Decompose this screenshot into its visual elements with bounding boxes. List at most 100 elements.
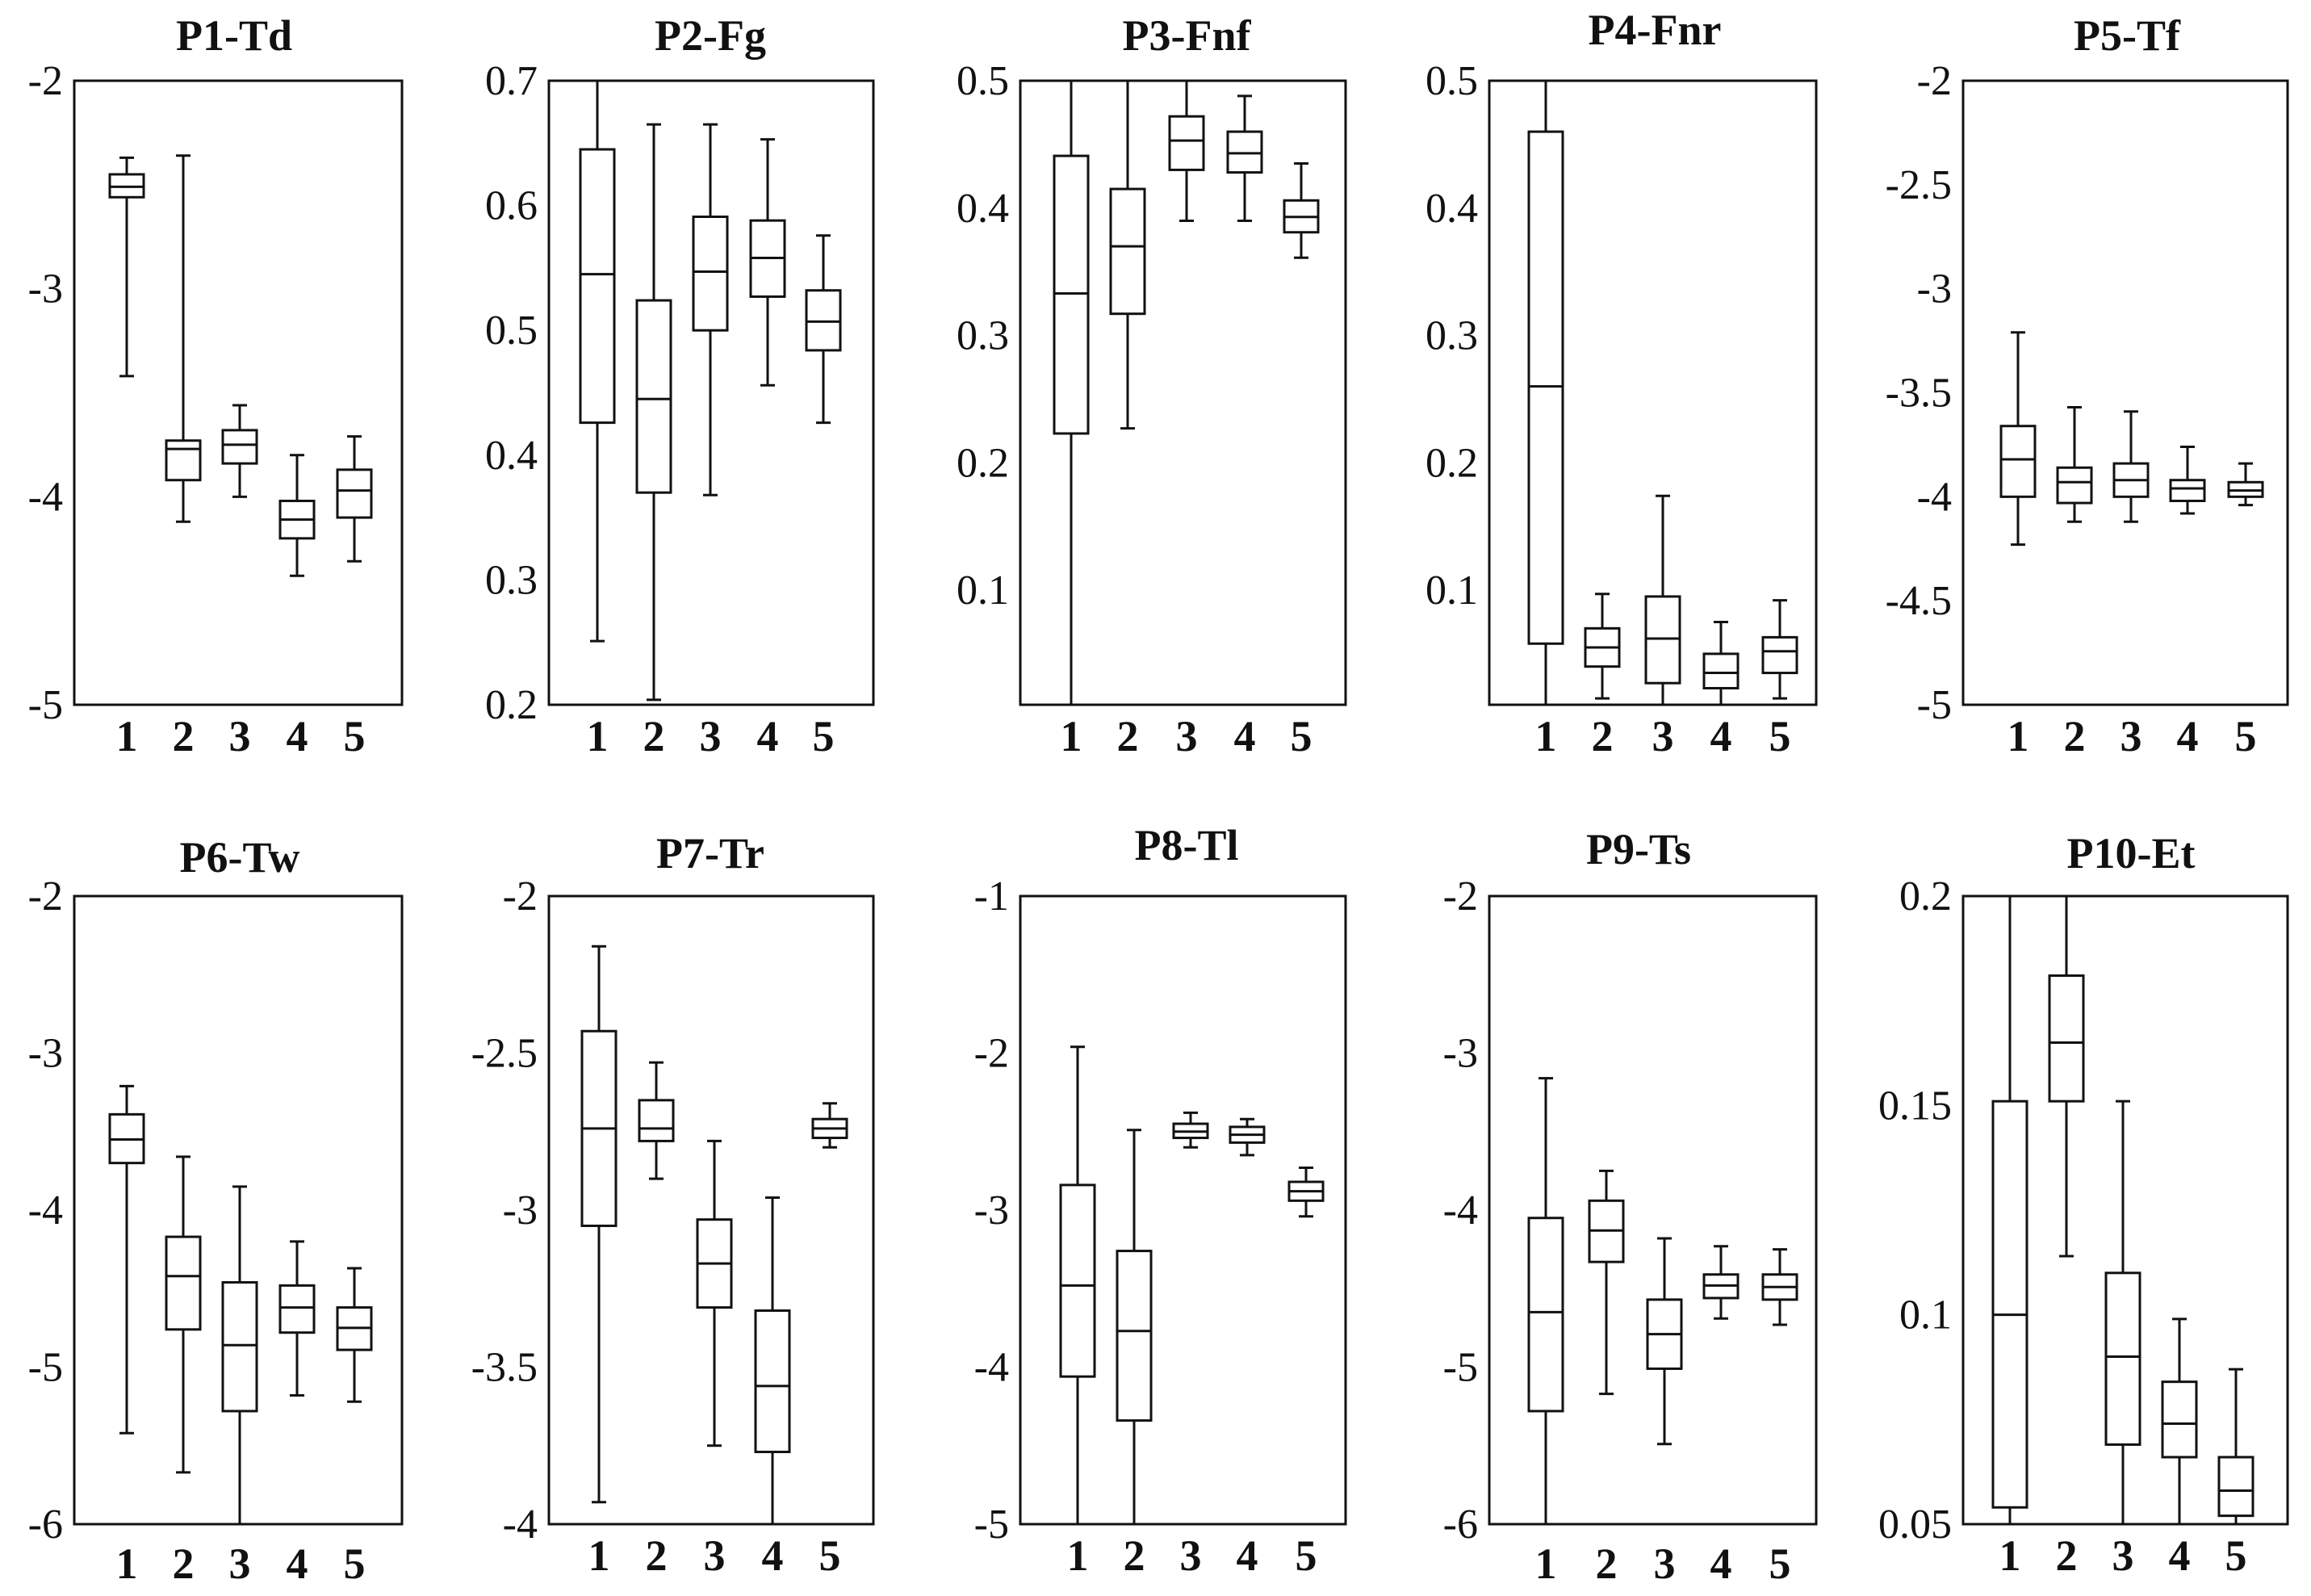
x-tick-label: 1	[588, 1531, 610, 1580]
iqr-box	[1527, 130, 1564, 645]
y-tick-label: 0.15	[1878, 1083, 1952, 1129]
x-tick-label: 3	[1654, 1539, 1676, 1588]
panel-title: P7-Tr	[656, 829, 764, 878]
iqr-box	[1527, 1217, 1564, 1413]
panel-title: P4-Fnr	[1589, 6, 1722, 54]
y-tick-label: 0.3	[1426, 313, 1478, 359]
y-tick-label: -3	[1917, 266, 1952, 312]
y-tick-label: 0.6	[485, 183, 538, 229]
x-tick-label: 3	[2121, 712, 2142, 760]
y-tick-label: -6	[28, 1502, 63, 1548]
panel-title: P8-Tl	[1135, 821, 1239, 869]
x-tick-label: 5	[344, 1539, 366, 1588]
y-tick-label: -4	[28, 1188, 63, 1234]
y-tick-label: -5	[1917, 682, 1952, 728]
y-tick-label: -4	[28, 474, 63, 520]
x-tick-label: 5	[819, 1531, 841, 1580]
x-tick-label: 4	[762, 1531, 784, 1580]
iqr-box	[2048, 974, 2085, 1103]
x-tick-label: 5	[1291, 712, 1312, 760]
x-tick-label: 5	[1296, 1531, 1317, 1580]
iqr-box	[2104, 1271, 2141, 1446]
x-tick-label: 4	[287, 1539, 308, 1588]
plot-frame	[1019, 894, 1347, 1526]
y-tick-label: -1	[974, 873, 1009, 919]
x-tick-label: 4	[1237, 1531, 1258, 1580]
y-tick-label: -3	[28, 1031, 63, 1077]
y-tick-label: 0.4	[485, 433, 538, 479]
y-tick-label: 0.2	[485, 682, 538, 728]
y-tick-label: -2.5	[1886, 162, 1952, 208]
plot-frame	[1961, 894, 2289, 1526]
x-tick-label: 4	[1234, 712, 1256, 760]
x-tick-label: 3	[700, 712, 722, 760]
iqr-box	[2056, 466, 2093, 505]
x-tick-label: 3	[1652, 712, 1674, 760]
x-tick-label: 4	[287, 712, 308, 760]
iqr-box	[2217, 1456, 2254, 1518]
y-tick-label: -3	[974, 1188, 1009, 1234]
y-tick-label: -2	[28, 58, 63, 104]
y-tick-label: -6	[1443, 1502, 1478, 1548]
y-tick-label: -4	[1917, 474, 1952, 520]
y-tick-label: -2	[28, 873, 63, 919]
iqr-box	[1226, 130, 1263, 174]
plot-frame	[547, 894, 875, 1526]
iqr-box	[2169, 479, 2206, 502]
plot-frame	[1019, 79, 1347, 706]
y-tick-label: -3	[503, 1188, 538, 1234]
y-tick-label: -5	[28, 1345, 63, 1391]
x-tick-label: 2	[173, 712, 195, 760]
iqr-box	[1999, 425, 2037, 498]
x-tick-label: 4	[1710, 712, 1732, 760]
x-tick-label: 2	[643, 712, 665, 760]
x-tick-label: 3	[2112, 1531, 2134, 1580]
y-tick-label: -4	[974, 1345, 1009, 1391]
x-tick-label: 5	[344, 712, 366, 760]
y-tick-label: -4	[1443, 1188, 1478, 1234]
x-tick-label: 3	[1176, 712, 1198, 760]
y-tick-label: -2	[974, 1031, 1009, 1077]
iqr-box	[165, 439, 202, 482]
y-tick-label: 0.1	[1426, 568, 1478, 614]
x-tick-label: 2	[1117, 712, 1139, 760]
iqr-box	[2161, 1380, 2198, 1459]
y-tick-label: -2	[1443, 873, 1478, 919]
x-tick-label: 4	[2169, 1531, 2191, 1580]
panel-title: P1-Td	[176, 11, 292, 60]
x-tick-label: 5	[2225, 1531, 2247, 1580]
y-tick-label: -3	[28, 266, 63, 312]
panel-title: P6-Tw	[180, 833, 300, 882]
iqr-box	[278, 1284, 316, 1334]
y-tick-label: -5	[974, 1502, 1009, 1548]
iqr-box	[754, 1309, 791, 1454]
y-tick-label: -3.5	[1886, 371, 1952, 417]
y-tick-label: -4	[503, 1502, 538, 1548]
plot-frame	[1961, 79, 2289, 706]
plot-frame	[1488, 79, 1818, 706]
x-tick-label: 5	[1769, 1539, 1791, 1588]
y-tick-label: -2.5	[471, 1031, 538, 1077]
x-tick-label: 3	[229, 712, 251, 760]
x-tick-label: 3	[1180, 1531, 1202, 1580]
x-tick-label: 1	[116, 1539, 138, 1588]
iqr-box	[221, 1280, 258, 1413]
x-tick-label: 5	[813, 712, 835, 760]
iqr-box	[1109, 187, 1146, 316]
iqr-box	[1059, 1183, 1096, 1378]
x-tick-label: 4	[1710, 1539, 1732, 1588]
iqr-box	[692, 216, 729, 332]
y-tick-label: 0.5	[1426, 58, 1478, 104]
y-tick-label: -3.5	[471, 1345, 538, 1391]
x-tick-label: 3	[704, 1531, 726, 1580]
x-tick-label: 2	[2064, 712, 2086, 760]
x-tick-label: 5	[1769, 712, 1791, 760]
y-tick-label: -3	[1443, 1031, 1478, 1077]
iqr-box	[579, 148, 616, 425]
x-tick-label: 1	[1061, 712, 1082, 760]
x-tick-label: 2	[646, 1531, 668, 1580]
iqr-box	[635, 299, 672, 494]
y-tick-label: 0.3	[485, 557, 538, 603]
iqr-box	[336, 468, 373, 519]
